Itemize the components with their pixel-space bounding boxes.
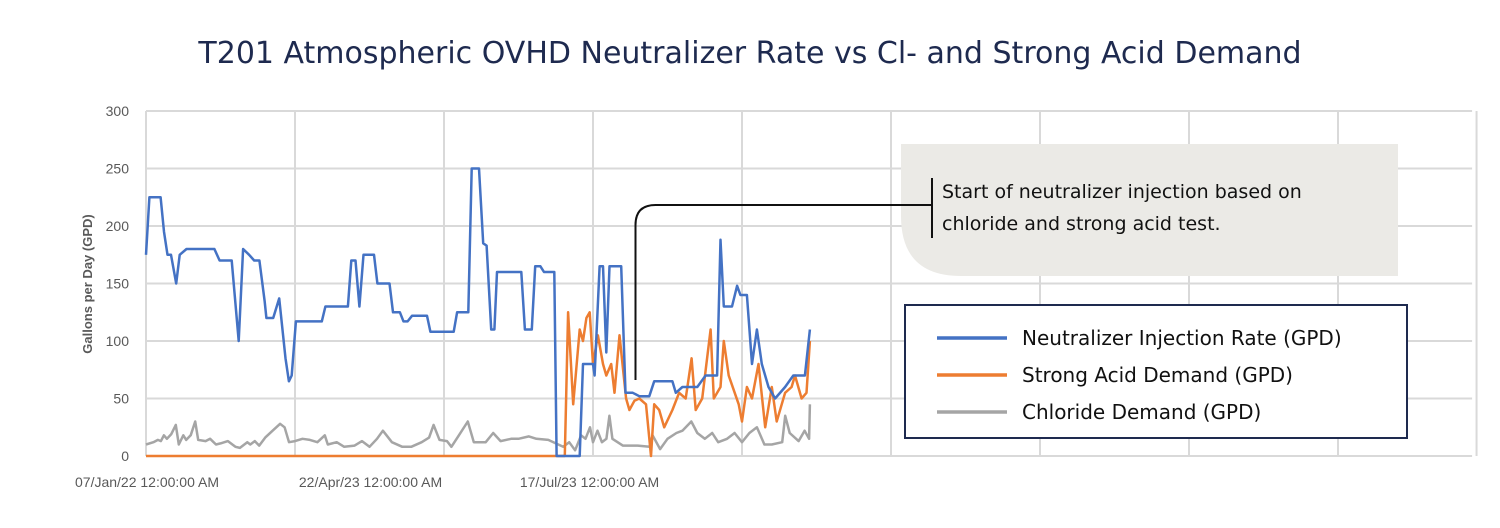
y-axis-label: Gallons per Day (GPD) [80, 214, 95, 353]
x-tick-label: 22/Apr/23 12:00:00 AM [299, 474, 442, 490]
legend-label: Neutralizer Injection Rate (GPD) [1022, 326, 1342, 350]
annotation-text-line-2: chloride and strong acid test. [942, 213, 1221, 235]
legend-box [904, 304, 1408, 439]
y-tick-label: 300 [106, 103, 130, 119]
legend: Neutralizer Injection Rate (GPD) Strong A… [937, 326, 1342, 424]
y-axis-ticks: 0 50 100 150 200 250 300 [106, 103, 130, 464]
series-lines [144, 167, 812, 458]
annotation-connector [634, 204, 932, 380]
y-tick-label: 0 [121, 448, 129, 464]
chart-title: T201 Atmospheric OVHD Neutralizer Rate v… [197, 36, 1301, 71]
legend-label: Chloride Demand (GPD) [1022, 400, 1261, 424]
y-tick-label: 250 [106, 161, 130, 177]
series-line-neutralizer-injection-rate-gpd [144, 167, 812, 458]
x-axis-ticks: 07/Jan/22 12:00:00 AM 22/Apr/23 12:00:00 … [75, 474, 659, 490]
y-tick-label: 50 [113, 391, 129, 407]
y-tick-label: 100 [106, 333, 130, 349]
x-tick-label: 17/Jul/23 12:00:00 AM [520, 474, 659, 490]
annotation-text-line-1: Start of neutralizer injection based on [942, 181, 1302, 203]
y-tick-label: 150 [106, 276, 130, 292]
series-line-chloride-demand-gpd [145, 404, 812, 452]
annotation-box [901, 144, 1398, 276]
x-tick-label: 07/Jan/22 12:00:00 AM [75, 474, 219, 490]
legend-label: Strong Acid Demand (GPD) [1022, 363, 1293, 387]
y-tick-label: 200 [106, 218, 130, 234]
